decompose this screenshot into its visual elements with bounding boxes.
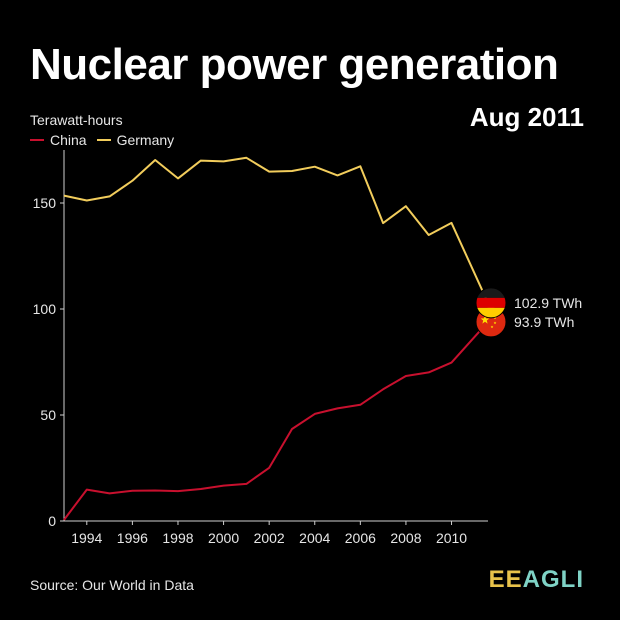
series-lines — [63, 156, 489, 521]
legend-swatch-china — [30, 139, 44, 141]
date-label: Aug 2011 — [469, 102, 584, 132]
y-axis-label: Terawatt-hours — [30, 112, 123, 128]
x-tick-label: 2006 — [345, 530, 376, 546]
germany-flag-icon — [476, 287, 506, 318]
page-title: Nuclear power generation — [30, 40, 559, 89]
legend-label-germany: Germany — [116, 132, 175, 148]
legend-label-china: China — [50, 132, 87, 148]
x-tick-label: 1996 — [117, 530, 148, 546]
axes: 0 50 100 150 1994 1996 1998 2000 2002 2004 2006 200… — [33, 150, 488, 546]
x-tick-label: 1998 — [162, 530, 193, 546]
brand-logo: EEAGLI — [488, 566, 584, 593]
x-tick-label: 2010 — [436, 530, 467, 546]
series-line-germany — [63, 156, 489, 304]
y-tick-label: 150 — [33, 195, 57, 211]
end-value-label-china: 93.9 TWh — [514, 314, 574, 330]
legend-item-germany[interactable]: Germany — [96, 132, 175, 148]
x-tick-label: 2002 — [254, 530, 285, 546]
y-tick-label: 0 — [48, 513, 56, 529]
x-tick-label: 1994 — [71, 530, 102, 546]
legend-item-china[interactable]: China — [30, 132, 87, 148]
y-tick-label: 50 — [40, 407, 56, 423]
series-line-china — [63, 321, 489, 521]
x-tick-label: 2000 — [208, 530, 239, 546]
x-tick-label: 2004 — [299, 530, 330, 546]
legend-swatch-germany — [96, 139, 111, 141]
end-markers: 93.9 TWh 102.9 TWh — [475, 287, 582, 338]
y-tick-label: 100 — [33, 301, 57, 317]
source-note: Source: Our World in Data — [30, 577, 194, 593]
x-tick-label: 2008 — [390, 530, 421, 546]
legend: China Germany — [30, 132, 174, 148]
end-value-label-germany: 102.9 TWh — [514, 295, 582, 311]
